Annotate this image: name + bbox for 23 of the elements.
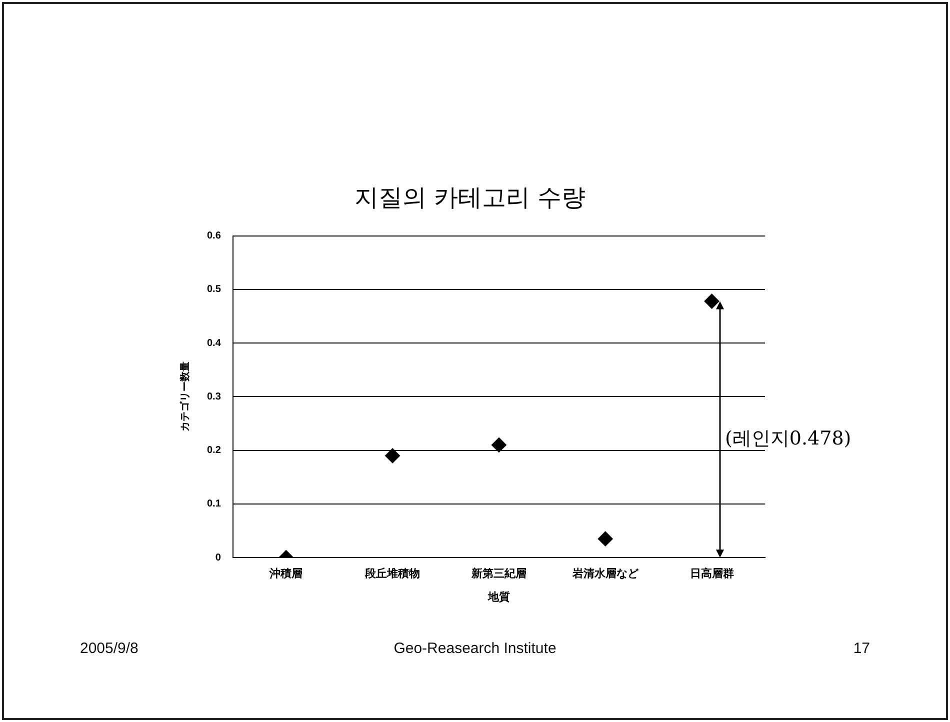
y-tick-label: 0.5 bbox=[206, 284, 222, 296]
text: 2005/9/8 bbox=[80, 640, 138, 657]
x-tick-label: 沖積層 bbox=[268, 567, 303, 580]
x-tick-label: 新第三紀層 bbox=[470, 567, 526, 580]
x-tick-label: 岩清水層など bbox=[571, 567, 640, 580]
x-tick-label: 段丘堆積物 bbox=[364, 567, 420, 580]
x-tick-label: 日高層群 bbox=[690, 567, 734, 580]
x-axis-title: 地質 bbox=[486, 590, 510, 604]
text: Geo-Reasearch Institute bbox=[394, 640, 556, 657]
y-axis-title: カテゴリー数量 bbox=[178, 362, 191, 432]
annotation: (레인지0.478) bbox=[725, 427, 852, 450]
point bbox=[385, 448, 400, 464]
point bbox=[598, 531, 613, 546]
y-tick-label: 0.6 bbox=[206, 230, 222, 242]
point bbox=[704, 294, 720, 309]
y-tick-label: 0.3 bbox=[206, 391, 222, 402]
y-tick-label: 0.2 bbox=[206, 445, 222, 456]
y-tick-label: 0.4 bbox=[206, 338, 222, 349]
y-tick-label: 0.1 bbox=[206, 498, 222, 510]
y-tick-label: 0 bbox=[215, 552, 222, 564]
text: 17 bbox=[853, 640, 870, 657]
point bbox=[491, 437, 506, 452]
chart-title: 지질의 카테고리 수량 bbox=[354, 184, 586, 212]
